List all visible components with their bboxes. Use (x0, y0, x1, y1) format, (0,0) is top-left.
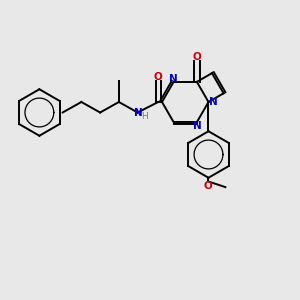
Text: N: N (193, 121, 201, 131)
Text: N: N (209, 97, 218, 107)
Text: H: H (141, 112, 148, 121)
Text: N: N (169, 74, 177, 84)
Text: O: O (203, 181, 212, 191)
Text: N: N (134, 108, 143, 118)
Text: O: O (193, 52, 201, 62)
Text: O: O (154, 72, 163, 82)
